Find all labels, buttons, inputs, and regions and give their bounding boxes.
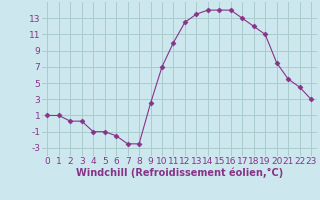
X-axis label: Windchill (Refroidissement éolien,°C): Windchill (Refroidissement éolien,°C) — [76, 168, 283, 178]
